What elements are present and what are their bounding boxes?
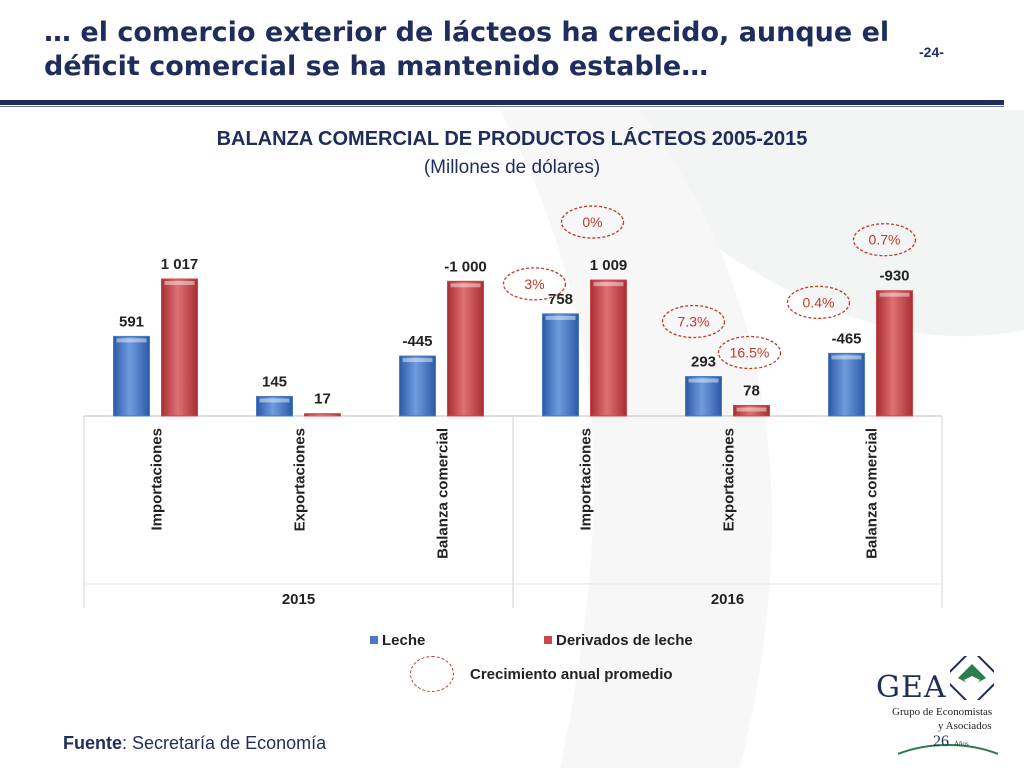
bar-highlight bbox=[879, 292, 910, 297]
data-label-derivados: -930 bbox=[879, 268, 909, 285]
source-text: : Secretaría de Economía bbox=[122, 733, 327, 753]
legend-swatch-leche bbox=[370, 636, 378, 644]
slide-title: … el comercio exterior de lácteos ha cre… bbox=[44, 16, 924, 84]
source-label: Fuente bbox=[63, 733, 123, 753]
growth-annotation-oval bbox=[560, 205, 625, 239]
growth-annotation-oval bbox=[502, 267, 567, 301]
category-tick-label: Importaciones bbox=[149, 428, 166, 531]
bar-derivados bbox=[590, 279, 627, 417]
data-label-derivados: -1 000 bbox=[444, 258, 487, 275]
bar-leche bbox=[542, 313, 579, 417]
category-tick-label: Exportaciones bbox=[721, 428, 738, 531]
bar-highlight bbox=[450, 283, 481, 288]
bar-derivados bbox=[447, 280, 484, 417]
category-tick-label: Balanza comercial bbox=[435, 428, 452, 559]
bar-leche bbox=[685, 376, 722, 417]
anniversary-number: 26 bbox=[933, 733, 949, 750]
data-labels: 591 145 -445 758 293 -465 1 017 17 -1 000 1 009 78… bbox=[119, 256, 910, 408]
bar-highlight bbox=[736, 407, 767, 412]
chart-subtitle: (Millones de dólares) bbox=[423, 157, 601, 178]
data-label-leche: 145 bbox=[262, 373, 287, 390]
growth-annotation-oval bbox=[786, 285, 851, 320]
bar-leche bbox=[828, 352, 865, 417]
anniversary-unit: Años bbox=[954, 740, 969, 748]
legend-item-leche: Leche bbox=[370, 632, 425, 649]
title-divider-thin bbox=[0, 106, 1004, 107]
growth-annotation-label: 3% bbox=[524, 276, 544, 292]
growth-annotations: 3% 0% 7.3% 16.5% 0.4% 0.7% bbox=[502, 205, 917, 370]
data-label-derivados: 1 017 bbox=[161, 256, 199, 273]
legend-label-leche: Leche bbox=[382, 632, 426, 649]
data-label-derivados: 1 009 bbox=[590, 257, 628, 274]
data-label-leche: 293 bbox=[691, 354, 716, 371]
legend-swatch-derivados bbox=[544, 636, 552, 644]
bar-leche bbox=[256, 395, 293, 417]
data-label-derivados: 17 bbox=[314, 391, 331, 408]
bar-highlight bbox=[402, 358, 433, 363]
bar-derivados bbox=[161, 278, 198, 417]
bar-derivados bbox=[876, 290, 913, 417]
growth-annotation-oval bbox=[661, 304, 726, 339]
bar-highlight bbox=[688, 378, 719, 383]
group-label-2016: 2016 bbox=[711, 591, 744, 608]
bar-highlight bbox=[593, 282, 624, 287]
bar-highlight bbox=[116, 338, 147, 343]
logo-line-1: Grupo de Economistas bbox=[892, 706, 993, 718]
bars bbox=[113, 278, 913, 417]
bar-highlight bbox=[831, 355, 862, 360]
title-divider bbox=[0, 100, 1004, 105]
gea-logo: GEA Grupo de Economistas y Asociados 26 … bbox=[868, 650, 1008, 762]
category-tick-label: Balanza comercial bbox=[864, 428, 881, 559]
data-label-derivados: 78 bbox=[743, 382, 760, 399]
data-label-leche: -445 bbox=[402, 333, 432, 350]
legend-label-growth: Crecimiento anual promedio bbox=[470, 666, 673, 683]
growth-annotation-oval bbox=[852, 223, 917, 257]
chart-title: BALANZA COMERCIAL DE PRODUCTOS LÁCTEOS 2… bbox=[216, 128, 808, 150]
growth-annotation-label: 0.7% bbox=[869, 232, 901, 248]
slide-title-line-2: déficit comercial se ha mantenido establ… bbox=[44, 51, 709, 82]
category-axis: Importaciones Exportaciones Balanza comerc… bbox=[83, 415, 943, 608]
data-label-leche: 758 bbox=[548, 291, 573, 308]
logo-line-2: y Asociados bbox=[938, 720, 992, 732]
legend-item-derivados: Derivados de leche bbox=[544, 632, 693, 649]
bar-highlight bbox=[259, 398, 290, 403]
bar-derivados bbox=[733, 404, 770, 417]
data-label-leche: 591 bbox=[119, 313, 144, 330]
growth-annotation-oval bbox=[717, 335, 782, 370]
growth-annotation-label: 16.5% bbox=[730, 344, 770, 360]
logo-anniversary: 26 Años bbox=[898, 733, 998, 755]
bar-leche bbox=[113, 335, 150, 417]
bar-highlight bbox=[164, 281, 195, 285]
data-label-leche: -465 bbox=[831, 330, 861, 347]
growth-annotation-label: 7.3% bbox=[678, 314, 710, 330]
dashed-circle-icon bbox=[410, 656, 454, 692]
group-label-2015: 2015 bbox=[282, 591, 315, 608]
growth-annotation-label: 0.4% bbox=[803, 294, 835, 310]
source-note: Fuente: Secretaría de Economía bbox=[63, 733, 326, 754]
bar-leche bbox=[399, 355, 436, 417]
category-tick-label: Exportaciones bbox=[292, 428, 309, 531]
growth-annotation-label: 0% bbox=[582, 214, 602, 230]
category-tick-label: Importaciones bbox=[578, 428, 595, 531]
legend-label-derivados: Derivados de leche bbox=[556, 632, 693, 649]
page-number: -24- bbox=[919, 44, 944, 60]
logo-emblem-icon bbox=[950, 656, 994, 700]
bar-highlight bbox=[545, 315, 576, 320]
logo-wordmark: GEA bbox=[876, 670, 947, 705]
slide-title-line-1: … el comercio exterior de lácteos ha cre… bbox=[44, 17, 890, 48]
bar-derivados bbox=[304, 413, 341, 417]
